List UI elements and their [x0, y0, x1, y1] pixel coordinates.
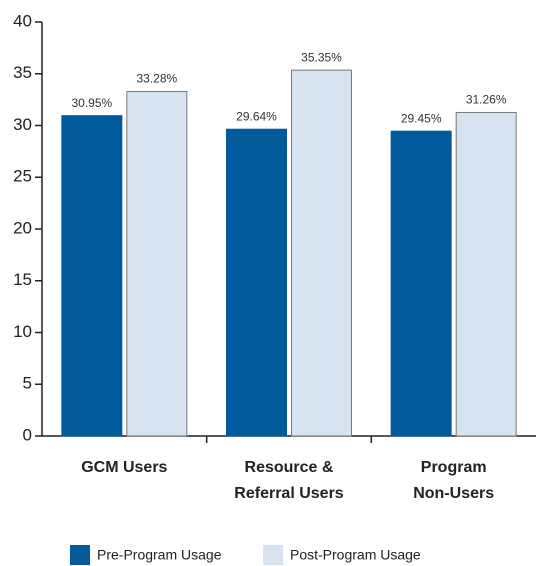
x-tick-label: Program Non-Users — [413, 459, 494, 502]
x-tick-label: Resource & Referral Users — [234, 459, 344, 502]
value-label: 30.95% — [71, 96, 112, 110]
y-tick-label: 10 — [13, 322, 32, 341]
bar — [455, 111, 517, 437]
bar — [390, 130, 452, 437]
value-label: 35.35% — [301, 50, 342, 64]
value-label: 33.28% — [136, 72, 177, 86]
y-tick-label: 30 — [13, 115, 32, 134]
x-tick-label-line: Program — [421, 459, 487, 476]
bar — [226, 128, 287, 437]
y-tick-label: 25 — [13, 167, 32, 186]
legend-swatch — [70, 545, 90, 565]
y-tick-label: 35 — [13, 63, 32, 82]
x-tick-label: GCM Users — [81, 459, 167, 476]
value-label: 29.64% — [236, 109, 277, 123]
bar — [291, 69, 352, 437]
bar — [61, 115, 123, 437]
y-tick-label: 0 — [23, 425, 32, 444]
bar — [126, 91, 188, 437]
x-tick-label-line: Referral Users — [234, 485, 344, 502]
value-label: 29.45% — [401, 111, 442, 125]
y-tick-label: 15 — [13, 270, 32, 289]
y-tick-label: 20 — [13, 218, 32, 237]
legend-label: Post-Program Usage — [290, 547, 421, 563]
y-tick-label: 40 — [13, 11, 32, 30]
y-tick-label: 5 — [23, 374, 32, 393]
legend-label: Pre-Program Usage — [97, 547, 222, 563]
x-tick-label-line: Resource & — [245, 459, 334, 476]
value-label: 31.26% — [466, 93, 507, 107]
x-tick-label-line: Non-Users — [413, 485, 494, 502]
x-tick-label-line: GCM Users — [81, 459, 167, 476]
legend-swatch — [263, 545, 283, 565]
